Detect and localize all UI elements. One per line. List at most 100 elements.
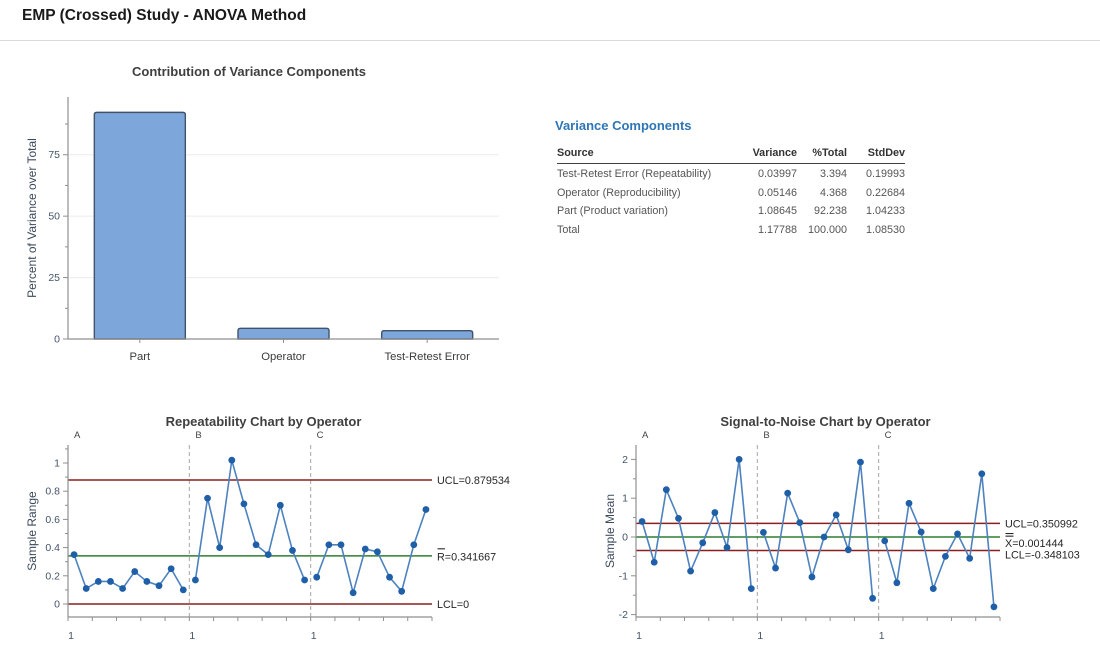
data-point [675,515,682,522]
column-header: Variance [745,144,797,163]
y-tick-label: 0 [54,599,60,611]
group-label: B [195,430,201,441]
table-cell: 0.05146 [745,184,797,203]
ucl-label: UCL=0.350992 [1005,518,1078,530]
data-point [687,568,694,575]
data-point [143,578,150,585]
data-point [204,495,211,502]
data-point [156,582,163,589]
data-point [821,534,828,541]
variance-table: SourceVariance%TotalStdDev Test-Retest Er… [557,144,905,239]
data-point [906,500,913,507]
table-cell: 0.22684 [849,184,905,203]
data-point [711,509,718,516]
data-point [289,547,296,554]
y-tick-label: 0.6 [45,514,60,526]
data-point [881,537,888,544]
data-point [301,577,308,584]
data-point [833,511,840,518]
table-cell: 3.394 [799,165,847,184]
data-point [809,574,816,581]
data-point [663,486,670,493]
data-point [277,502,284,509]
data-point [978,470,985,477]
data-point [784,490,791,497]
data-point [131,568,138,575]
data-point [95,578,102,585]
title-divider [0,40,1100,41]
group-label: B [763,430,769,441]
data-point [253,541,260,548]
data-point [423,506,430,513]
data-point [265,551,272,558]
x-tick-label: 1 [757,630,763,642]
x-tick-label: 1 [879,630,885,642]
category-label: Part [129,351,151,363]
data-point [216,544,223,551]
ucl-label: UCL=0.879534 [437,475,510,487]
y-tick-label: 0.4 [45,542,60,554]
signal-to-noise-chart-panel: Signal-to-Noise Chart by Operator Sample… [600,408,1100,652]
column-header: %Total [799,144,847,163]
data-point [119,585,126,592]
contribution-chart-panel: Contribution of Variance Components Perc… [20,55,540,375]
y-tick-label: 0 [54,334,60,346]
y-tick-label: -1 [619,570,628,582]
table-row: Total1.17788100.0001.08530 [557,221,905,240]
variance-components-panel: Variance Components SourceVariance%Total… [555,118,915,248]
data-point [930,585,937,592]
category-label: Operator [261,351,306,363]
data-point [228,457,235,464]
data-point [724,544,731,551]
data-point [796,519,803,526]
data-point [651,559,658,566]
bar [238,328,329,339]
column-header: Source [557,144,743,163]
lcl-label: LCL=-0.348103 [1005,550,1080,562]
y-tick-label: 75 [48,149,60,161]
data-point [869,595,876,602]
column-header: StdDev [849,144,905,163]
data-point [107,578,114,585]
y-tick-label: 0.8 [45,486,60,498]
repeatability-control-chart: 00.20.40.60.811A1B1CUCL=0.879534R=0.3416… [20,408,560,652]
x-tick-label: 1 [68,630,74,642]
contribution-bar-chart: 0255075PartOperatorTest-Retest Error [20,55,540,375]
data-point [857,459,864,466]
y-tick-label: 50 [48,211,60,223]
data-point [918,529,925,536]
table-cell: Total [557,221,743,240]
table-row: Operator (Reproducibility)0.051464.3680.… [557,184,905,203]
data-point [168,565,175,572]
data-point [374,548,381,555]
data-point [83,585,90,592]
y-tick-label: 0.2 [45,570,60,582]
table-cell: 4.368 [799,184,847,203]
series-line [763,462,872,598]
table-row: Test-Retest Error (Repeatability)0.03997… [557,165,905,184]
report-page: EMP (Crossed) Study - ANOVA Method Contr… [0,0,1100,652]
group-label: A [74,430,81,441]
center-label: X=0.001444 [1005,538,1064,550]
table-cell: 92.238 [799,202,847,221]
category-label: Test-Retest Error [384,351,470,363]
y-tick-label: -2 [619,609,628,621]
table-cell: Part (Product variation) [557,202,743,221]
lcl-label: LCL=0 [437,599,469,611]
data-point [639,518,646,525]
series-line [195,460,304,580]
data-point [386,574,393,581]
table-cell: 1.04233 [849,202,905,221]
data-point [748,585,755,592]
table-row: Part (Product variation)1.0864592.2381.0… [557,202,905,221]
x-tick-label: 1 [636,630,642,642]
x-tick-label: 1 [311,630,317,642]
y-tick-label: 0 [622,532,628,544]
data-point [845,546,852,553]
table-cell: 0.19993 [849,165,905,184]
group-label: C [885,430,892,441]
series-line [317,510,426,593]
y-tick-label: 1 [54,458,60,470]
table-cell: 0.03997 [745,165,797,184]
series-line [74,555,183,590]
